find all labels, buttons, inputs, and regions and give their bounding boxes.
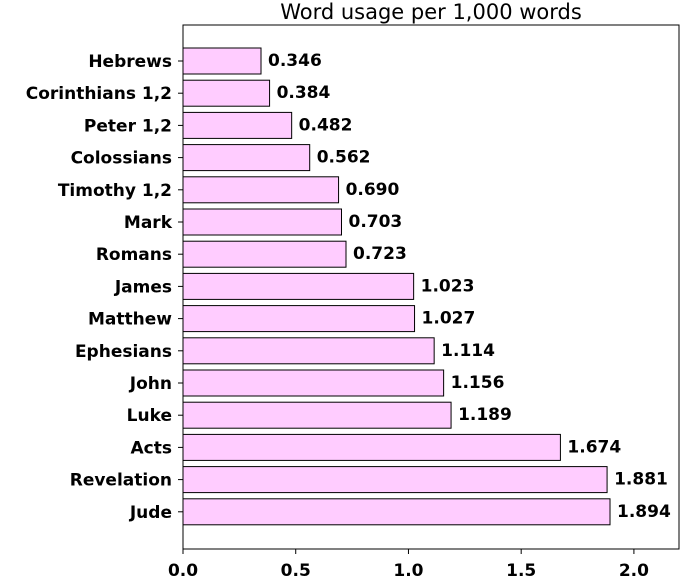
- data-label: 1.027: [422, 309, 476, 329]
- bar: [182, 208, 342, 236]
- y-tick-label: Acts: [131, 438, 172, 458]
- y-tick-label: Timothy 1,2: [58, 181, 172, 201]
- bar: [182, 466, 608, 494]
- y-tick-label: John: [129, 374, 172, 394]
- y-tick-label: Matthew: [88, 310, 172, 330]
- bar: [182, 401, 452, 429]
- bar: [182, 47, 262, 75]
- x-tick-label: 1.0: [393, 561, 423, 579]
- bar: [182, 79, 271, 107]
- bar: [182, 369, 445, 397]
- y-tick-label: Mark: [124, 213, 173, 233]
- y-tick-label: Luke: [127, 406, 172, 426]
- x-tick-label: 0.5: [281, 561, 311, 579]
- y-tick-label: Colossians: [71, 149, 172, 169]
- bar: [182, 240, 347, 268]
- bar: [182, 433, 561, 461]
- bar: [182, 176, 340, 204]
- x-tick-label: 1.5: [506, 561, 536, 579]
- data-label: 1.894: [617, 502, 671, 522]
- y-tick-label: James: [114, 277, 172, 297]
- plot-frame: [182, 24, 680, 550]
- data-label: 0.690: [346, 180, 400, 200]
- data-label: 1.881: [614, 470, 668, 490]
- data-label: 0.346: [268, 51, 322, 71]
- bar: [182, 498, 611, 526]
- data-label: 1.156: [451, 373, 505, 393]
- bar: [182, 111, 293, 139]
- data-label: 0.384: [277, 83, 331, 103]
- y-tick-label: Ephesians: [75, 342, 172, 362]
- bar: [182, 337, 435, 365]
- bar: [182, 272, 415, 300]
- data-label: 1.023: [421, 276, 475, 296]
- data-label: 1.189: [458, 405, 512, 425]
- chart-title: Word usage per 1,000 words: [280, 0, 582, 24]
- data-label: 0.482: [299, 115, 353, 135]
- y-tick-label: Corinthians 1,2: [26, 84, 172, 104]
- data-label: 0.703: [348, 212, 402, 232]
- y-tick-label: Jude: [129, 503, 172, 523]
- y-tick-label: Peter 1,2: [84, 116, 172, 136]
- data-label: 0.562: [317, 148, 371, 168]
- data-label: 1.114: [441, 341, 495, 361]
- x-tick-label: 0.0: [168, 561, 198, 579]
- y-tick-label: Revelation: [70, 471, 172, 491]
- bar: [182, 144, 311, 172]
- data-label: 1.674: [567, 437, 621, 457]
- y-tick-label: Hebrews: [88, 52, 172, 72]
- x-tick-label: 2.0: [619, 561, 649, 579]
- data-label: 0.723: [353, 244, 407, 264]
- y-tick-label: Romans: [96, 245, 172, 265]
- bar: [182, 305, 416, 333]
